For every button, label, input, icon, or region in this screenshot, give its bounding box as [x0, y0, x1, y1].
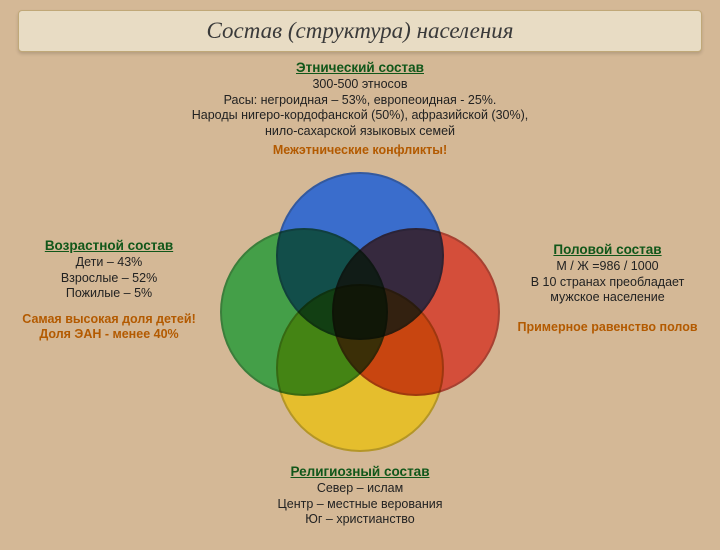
age-line: Пожилые – 5%: [66, 286, 152, 300]
gender-line: В 10 странах преобладает: [531, 275, 685, 289]
page-title: Состав (структура) населения: [207, 18, 514, 44]
age-emphasis: Самая высокая доля детей! Доля ЭАН - мен…: [20, 312, 198, 343]
venn-circle-left: [220, 228, 388, 396]
ethnic-line: 300-500 этносов: [312, 77, 407, 91]
ethnic-header: Этнический состав: [150, 60, 570, 77]
title-bar: Состав (структура) населения: [18, 10, 702, 52]
content-area: Этнический состав 300-500 этносов Расы: …: [0, 52, 720, 540]
ethnic-line: Расы: негроидная – 53%, европеоидная - 2…: [224, 93, 497, 107]
religion-line: Север – ислам: [317, 481, 403, 495]
venn-diagram: [220, 172, 500, 452]
religion-header: Религиозный состав: [240, 464, 480, 481]
age-line: Дети – 43%: [76, 255, 143, 269]
ethnic-line: нило-сахарской языковых семей: [265, 124, 455, 138]
age-section: Возрастной состав Дети – 43% Взрослые – …: [20, 238, 198, 343]
age-line: Взрослые – 52%: [61, 271, 157, 285]
religion-section: Религиозный состав Север – ислам Центр –…: [240, 464, 480, 528]
ethnic-line: Народы нигеро-кордофанской (50%), афрази…: [192, 108, 529, 122]
gender-line: М / Ж =986 / 1000: [556, 259, 658, 273]
gender-section: Половой состав М / Ж =986 / 1000 В 10 ст…: [515, 242, 700, 335]
age-header: Возрастной состав: [20, 238, 198, 255]
gender-emphasis: Примерное равенство полов: [515, 320, 700, 336]
gender-header: Половой состав: [515, 242, 700, 259]
gender-line: мужское население: [550, 290, 664, 304]
religion-line: Центр – местные верования: [278, 497, 443, 511]
ethnic-emphasis: Межэтнические конфликты!: [150, 143, 570, 159]
ethnic-section: Этнический состав 300-500 этносов Расы: …: [150, 60, 570, 159]
religion-line: Юг – христианство: [305, 512, 415, 526]
